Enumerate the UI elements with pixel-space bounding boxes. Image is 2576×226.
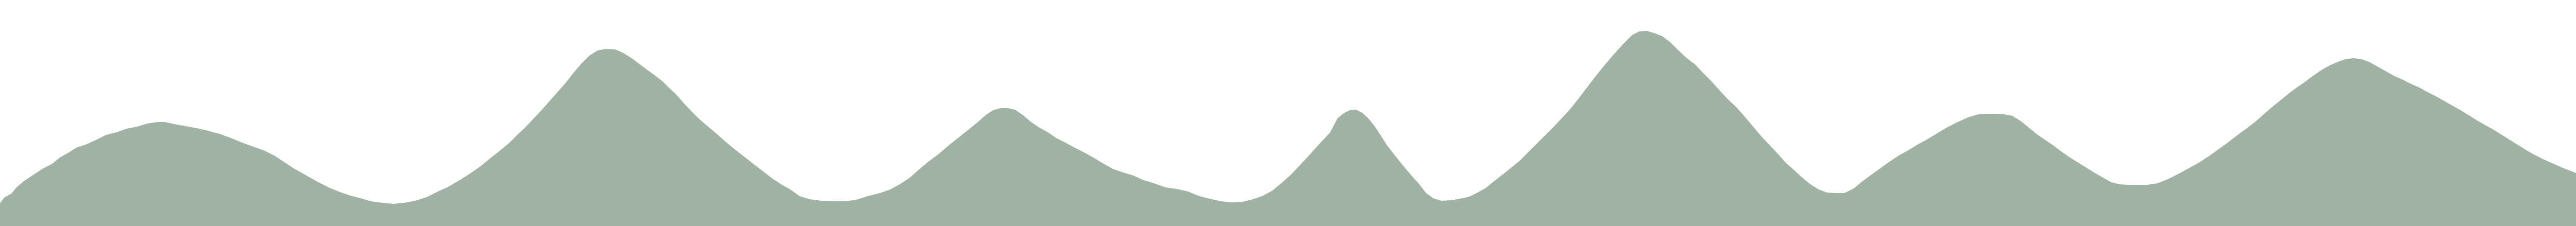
mountain-range-shape bbox=[0, 31, 2576, 226]
